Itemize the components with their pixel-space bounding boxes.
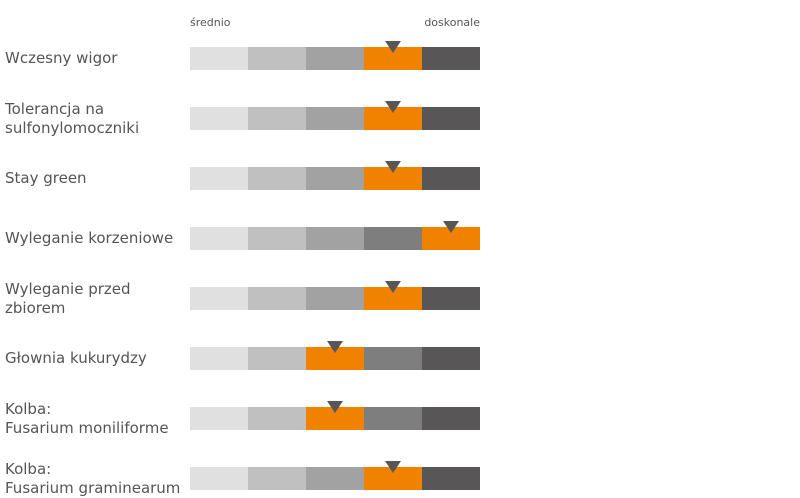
rating-segment bbox=[364, 407, 422, 430]
rating-segment-selected bbox=[364, 107, 422, 130]
row-label: Kolba: Fusarium graminearum bbox=[5, 459, 181, 497]
rating-segment-selected bbox=[306, 407, 364, 430]
row-label: Tolerancja na sulfonylomoczniki bbox=[5, 99, 140, 137]
rating-marker-icon bbox=[443, 221, 459, 233]
rating-marker-icon bbox=[385, 161, 401, 173]
row-label: Kolba: Fusarium moniliforme bbox=[5, 399, 169, 437]
rating-segment bbox=[306, 107, 364, 130]
rating-segment bbox=[364, 347, 422, 370]
rating-segment-selected bbox=[364, 287, 422, 310]
rating-segment bbox=[190, 227, 248, 250]
rating-segment-selected bbox=[306, 347, 364, 370]
rating-segment bbox=[190, 107, 248, 130]
rating-segment bbox=[422, 287, 480, 310]
rating-segment bbox=[422, 467, 480, 490]
rating-marker-icon bbox=[385, 41, 401, 53]
row-label: Wyleganie przed zbiorem bbox=[5, 279, 131, 317]
rating-segment bbox=[306, 47, 364, 70]
rating-segment bbox=[306, 287, 364, 310]
rating-marker-icon bbox=[327, 401, 343, 413]
scale-max-label: doskonale bbox=[424, 16, 480, 29]
rating-segment bbox=[364, 227, 422, 250]
rating-marker-icon bbox=[327, 341, 343, 353]
rating-segment bbox=[248, 467, 306, 490]
rating-segment-selected bbox=[422, 227, 480, 250]
rating-segment bbox=[190, 167, 248, 190]
rating-segment bbox=[248, 347, 306, 370]
rating-marker-icon bbox=[385, 461, 401, 473]
rating-segment bbox=[190, 407, 248, 430]
scale-min-label: średnio bbox=[190, 16, 231, 29]
rating-segment bbox=[422, 107, 480, 130]
rating-segment-selected bbox=[364, 467, 422, 490]
rating-segment bbox=[248, 227, 306, 250]
rating-segment bbox=[306, 167, 364, 190]
rating-segment bbox=[248, 287, 306, 310]
rating-segment bbox=[190, 47, 248, 70]
rating-segment bbox=[248, 167, 306, 190]
rating-segment bbox=[306, 467, 364, 490]
rating-segment bbox=[248, 47, 306, 70]
rating-marker-icon bbox=[385, 281, 401, 293]
row-label: Głownia kukurydzy bbox=[5, 349, 147, 367]
rating-segment bbox=[190, 467, 248, 490]
rating-segment bbox=[422, 407, 480, 430]
rating-segment bbox=[422, 167, 480, 190]
rating-segment bbox=[190, 287, 248, 310]
rating-marker-icon bbox=[385, 101, 401, 113]
rating-segment bbox=[248, 107, 306, 130]
rating-segment bbox=[248, 407, 306, 430]
row-label: Wyleganie korzeniowe bbox=[5, 229, 174, 247]
rating-segment bbox=[190, 347, 248, 370]
rating-segment bbox=[422, 47, 480, 70]
rating-segment bbox=[306, 227, 364, 250]
row-label: Wczesny wigor bbox=[5, 49, 118, 67]
row-label: Stay green bbox=[5, 169, 87, 187]
rating-segment-selected bbox=[364, 47, 422, 70]
rating-segment-selected bbox=[364, 167, 422, 190]
rating-segment bbox=[422, 347, 480, 370]
